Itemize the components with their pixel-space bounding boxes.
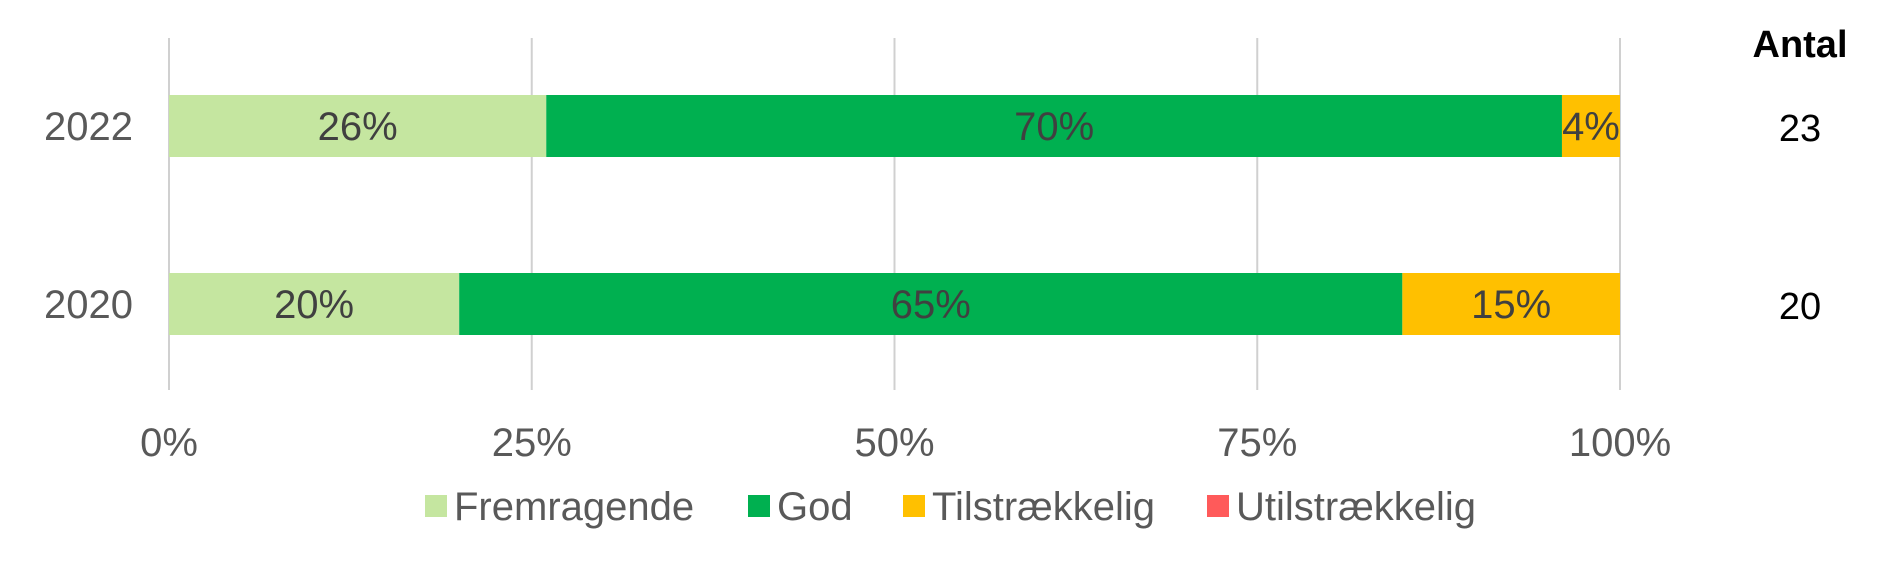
- bar-segment: [1402, 273, 1620, 335]
- data-label: 26%: [318, 105, 398, 149]
- data-label: 65%: [891, 283, 971, 327]
- category-label: 2020: [44, 283, 133, 327]
- category-labels: 2022 2020: [44, 105, 133, 327]
- x-tick-label: 75%: [1217, 421, 1297, 465]
- bars: 26% 70% 4% 20% 65% 15%: [169, 95, 1620, 335]
- x-tick-label: 0%: [140, 421, 198, 465]
- x-tick-label: 25%: [492, 421, 572, 465]
- bar-segment: [1561, 95, 1620, 157]
- legend-swatch: [1207, 495, 1229, 517]
- legend: Fremragende God Tilstrækkelig Utilstrækkeli…: [425, 485, 1476, 529]
- bar-segment: [546, 95, 1562, 157]
- x-tick-label: 50%: [854, 421, 934, 465]
- data-label: 20%: [274, 283, 354, 327]
- legend-swatch: [903, 495, 925, 517]
- gridlines: [168, 38, 1621, 390]
- antal-title: Antal: [1753, 24, 1848, 66]
- x-tick-label: 100%: [1569, 421, 1671, 465]
- data-label: 70%: [1014, 105, 1094, 149]
- legend-swatch: [425, 495, 447, 517]
- data-label: 4%: [1562, 105, 1620, 149]
- legend-label: God: [777, 485, 853, 529]
- legend-swatch: [748, 495, 770, 517]
- x-axis-ticks: 0% 25% 50% 75% 100%: [140, 421, 1671, 465]
- data-label: 15%: [1471, 283, 1551, 327]
- antal-value: 23: [1779, 108, 1821, 150]
- bar-segment: [169, 95, 547, 157]
- antal-column: Antal 23 20: [1753, 24, 1848, 328]
- bar-segment: [459, 273, 1403, 335]
- legend-label: Fremragende: [454, 485, 694, 529]
- bar-segment: [169, 273, 460, 335]
- category-label: 2022: [44, 105, 133, 149]
- legend-label: Utilstrækkelig: [1236, 485, 1476, 529]
- legend-label: Tilstrækkelig: [932, 485, 1155, 529]
- antal-value: 20: [1779, 286, 1821, 328]
